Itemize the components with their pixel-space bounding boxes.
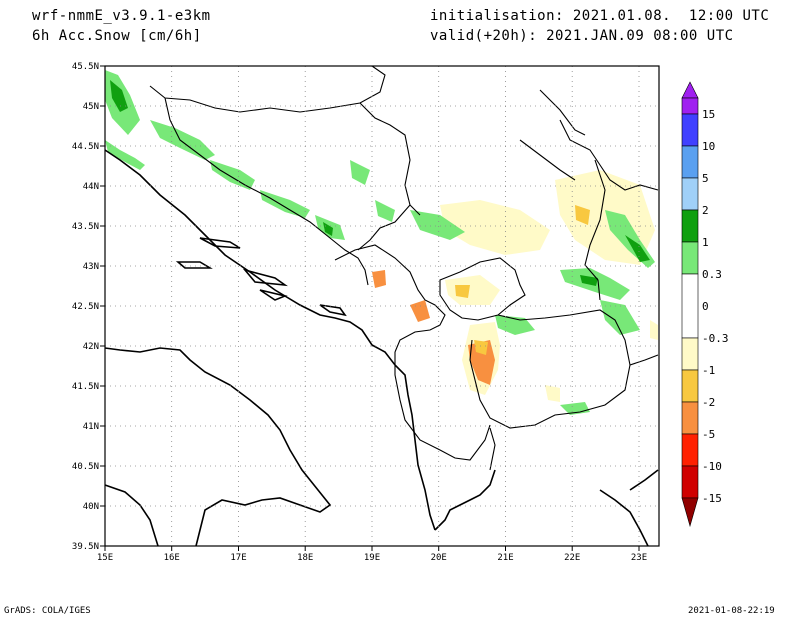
field-title: 6h Acc.Snow [cm/6h] [32, 28, 202, 44]
lat-label: 41N [83, 422, 99, 432]
grid [105, 66, 659, 546]
colorbar-top-arrow [681, 81, 699, 99]
colorbar-cell [681, 337, 699, 371]
lat-label: 45.5N [72, 62, 99, 72]
colorbar-label: -1 [702, 364, 715, 377]
lat-label: 44N [83, 182, 99, 192]
init-time: initialisation: 2021.01.08. 12:00 UTC [430, 8, 770, 24]
colorbar-label: 5 [702, 172, 709, 185]
model-title: wrf-nmmE_v3.9.1-e3km [32, 8, 211, 24]
coastlines [104, 149, 659, 547]
colorbar-cell [681, 177, 699, 211]
lat-label: 44.5N [72, 142, 99, 152]
footer-timestamp: 2021-01-08-22:19 [688, 606, 775, 616]
colorbar-cell [681, 273, 699, 339]
colorbar-label: 15 [702, 108, 715, 121]
lon-label: 16E [164, 553, 180, 563]
colorbar [681, 81, 699, 528]
lat-label: 39.5N [72, 542, 99, 552]
lat-label: 43.5N [72, 222, 99, 232]
lat-label: 42N [83, 342, 99, 352]
colorbar-cell [681, 465, 699, 499]
lon-label: 22E [564, 553, 580, 563]
colorbar-cell [681, 113, 699, 147]
ticks [100, 65, 640, 551]
lon-label: 20E [431, 553, 447, 563]
colorbar-label: -0.3 [702, 332, 729, 345]
colorbar-label: -15 [702, 492, 722, 505]
colorbar-label: 0 [702, 300, 709, 313]
lon-label: 23E [631, 553, 647, 563]
colorbar-label: -5 [702, 428, 715, 441]
colorbar-cell [681, 209, 699, 243]
colorbar-cell [681, 401, 699, 435]
lon-label: 17E [230, 553, 246, 563]
colorbar-cell [681, 433, 699, 467]
lat-label: 40.5N [72, 462, 99, 472]
colorbar-label: 2 [702, 204, 709, 217]
colorbar-label: -2 [702, 396, 715, 409]
borders [149, 65, 659, 471]
lat-label: 40N [83, 502, 99, 512]
colorbar-cell [681, 241, 699, 275]
footer-credit: GrADS: COLA/IGES [4, 606, 91, 616]
lon-labels: 15E 16E 17E 18E 19E 20E 21E 22E 23E [97, 553, 647, 563]
colorbar-label: -10 [702, 460, 722, 473]
colorbar-labels: 15 10 5 2 1 0.3 0 -0.3 -1 -2 -5 -10 -15 [702, 108, 729, 505]
lat-label: 41.5N [72, 382, 99, 392]
colorbar-bottom-arrow [681, 497, 699, 528]
lon-label: 15E [97, 553, 113, 563]
colorbar-cell [681, 97, 699, 115]
lon-label: 21E [497, 553, 513, 563]
colorbar-cell [681, 369, 699, 403]
lat-label: 43N [83, 262, 99, 272]
colorbar-label: 1 [702, 236, 709, 249]
snow-field [105, 70, 658, 415]
lat-labels: 45.5N 45N 44.5N 44N 43.5N 43N 42.5N 42N … [72, 62, 99, 552]
colorbar-label: 10 [702, 140, 715, 153]
lon-label: 19E [364, 553, 380, 563]
lat-label: 45N [83, 102, 99, 112]
valid-time: valid(+20h): 2021.JAN.09 08:00 UTC [430, 28, 734, 44]
lat-label: 42.5N [72, 302, 99, 312]
colorbar-cell [681, 145, 699, 179]
lon-label: 18E [297, 553, 313, 563]
colorbar-label: 0.3 [702, 268, 722, 281]
